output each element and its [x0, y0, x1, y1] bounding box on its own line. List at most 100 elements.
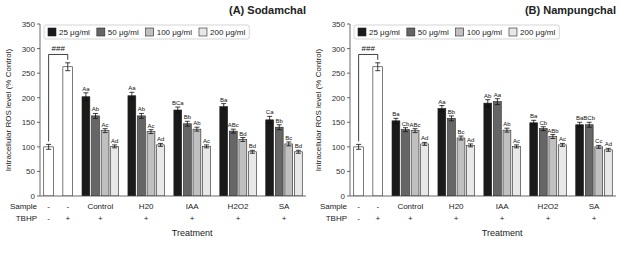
y-tick-label: 50: [26, 167, 35, 176]
bar-annotation: BCb: [583, 115, 595, 121]
tbhp-label: +: [190, 214, 195, 223]
bar: [174, 110, 182, 196]
bar-annotation: Ad: [467, 137, 474, 143]
x-tick-label: IAA: [496, 202, 510, 211]
bar: [539, 129, 547, 196]
legend-label: 50 μg/ml: [418, 28, 449, 37]
tbhp-label: +: [500, 214, 505, 223]
row-label: TBHP: [326, 214, 347, 223]
plot-marks: [44, 63, 303, 196]
legend-label: 100 μg/ml: [467, 28, 503, 37]
row-label: Sample: [320, 202, 348, 211]
legend-swatch: [48, 28, 56, 36]
error-bar: [458, 136, 463, 140]
bar: [604, 150, 612, 196]
y-axis-label: Intracellular ROS level (% Control): [4, 49, 13, 172]
bar-annotation: ABc: [410, 122, 421, 128]
tbhp-label: +: [592, 214, 597, 223]
bar-annotation: Ac: [203, 138, 210, 144]
error-bar: [375, 63, 380, 71]
bar-annotation: Bd: [295, 143, 302, 149]
y-tick-label: 200: [22, 94, 36, 103]
error-bar: [93, 113, 98, 118]
error-bar: [485, 100, 490, 107]
bar: [595, 147, 603, 196]
bar: [493, 102, 501, 196]
tbhp-label: +: [454, 214, 459, 223]
error-bar: [103, 129, 108, 133]
bar: [438, 109, 446, 196]
x-axis-label: Treatment: [172, 228, 213, 238]
y-tick: [347, 171, 350, 172]
bar-annotation: Bd: [249, 143, 256, 149]
y-tick-label: 50: [336, 167, 345, 176]
bar: [457, 138, 465, 196]
error-bar: [577, 122, 582, 127]
error-bar: [185, 121, 190, 126]
error-bar: [393, 118, 398, 123]
error-bar: [65, 63, 70, 71]
y-tick: [37, 122, 40, 123]
bar-annotation: Ba: [530, 113, 538, 119]
bar: [549, 137, 557, 196]
y-tick: [37, 171, 40, 172]
x-tick-label: H20: [139, 202, 154, 211]
bar: [220, 107, 228, 196]
bar: [411, 131, 419, 196]
bar: [558, 145, 566, 196]
error-bar: [495, 99, 500, 105]
y-tick-label: 200: [332, 94, 346, 103]
bar: [467, 145, 475, 196]
y-tick-label: 350: [22, 20, 36, 29]
y-tick-label: 350: [332, 20, 346, 29]
error-bar: [175, 107, 180, 113]
bar-annotation: Bc: [457, 129, 464, 135]
y-tick-label: 100: [332, 143, 346, 152]
title: (B) Nampungchal: [525, 4, 616, 16]
y-tick: [37, 97, 40, 98]
y-tick-label: 300: [22, 45, 36, 54]
bar: [576, 125, 584, 196]
x-tick-label: H2O2: [538, 202, 559, 211]
y-axis-line: [40, 24, 41, 196]
error-bar: [413, 129, 418, 133]
error-bar: [221, 104, 226, 110]
bracket: [49, 54, 68, 141]
bar: [239, 139, 247, 196]
y-tick: [347, 122, 350, 123]
bar-annotation: Bd: [239, 131, 246, 137]
y-tick-label: 0: [341, 192, 346, 201]
error-bar: [356, 144, 361, 149]
error-bar: [267, 116, 272, 123]
x-tick-label: -: [357, 202, 360, 211]
row-label: Sample: [10, 202, 38, 211]
error-bar: [596, 145, 601, 148]
bar: [229, 131, 237, 196]
error-bar: [112, 145, 117, 148]
bar: [503, 130, 511, 196]
bar: [157, 145, 165, 196]
error-bar: [194, 127, 199, 131]
y-tick: [347, 48, 350, 49]
bar: [373, 67, 383, 196]
x-tick-label: -: [376, 202, 379, 211]
bar-annotation: Ab: [92, 106, 100, 112]
tbhp-label: -: [47, 214, 50, 223]
row-label: TBHP: [16, 214, 37, 223]
y-tick: [347, 97, 350, 98]
y-tick: [347, 146, 350, 147]
bar: [285, 144, 293, 196]
tbhp-label: -: [357, 214, 360, 223]
bar-annotation: Ad: [421, 135, 428, 141]
error-bar: [129, 92, 134, 99]
bar: [147, 132, 155, 196]
y-tick-label: 250: [332, 69, 346, 78]
y-tick: [37, 24, 40, 25]
error-bar: [531, 120, 536, 125]
y-tick-label: 300: [332, 45, 346, 54]
bracket-label: ###: [52, 44, 66, 53]
bar-annotation: Ad: [111, 138, 118, 144]
bar: [44, 147, 54, 196]
error-bar: [250, 150, 255, 153]
error-bar: [158, 143, 163, 146]
